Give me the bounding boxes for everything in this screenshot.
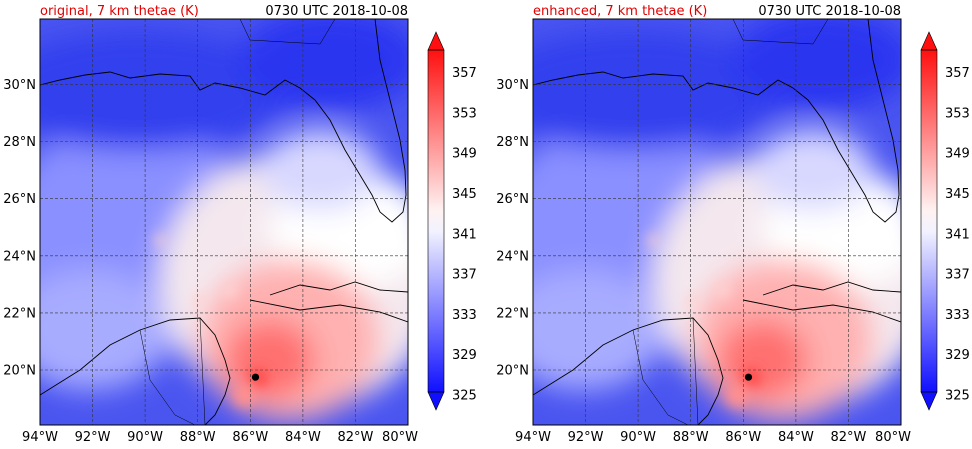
y-axis: 20°N 22°N 24°N 26°N 28°N 30°N <box>3 78 36 379</box>
colorbar-tick-label: 325 <box>452 389 477 404</box>
x-tick-label: 94°W <box>515 430 551 445</box>
colorbar-extend-min <box>920 391 938 411</box>
x-tick-label: 82°W <box>830 430 866 445</box>
y-axis: 20°N 22°N 24°N 26°N 28°N 30°N <box>496 78 529 379</box>
x-tick-label: 92°W <box>75 430 111 445</box>
panel-title-left: enhanced, 7 km thetae (K) <box>533 4 707 19</box>
x-tick-label: 80°W <box>382 430 418 445</box>
x-tick-label: 86°W <box>725 430 761 445</box>
map-panel-enhanced: enhanced, 7 km thetae (K) 0730 UTC 2018-… <box>496 4 970 445</box>
colorbar: 325 329 333 337 341 345 349 353 357 <box>427 31 477 411</box>
map-frame <box>532 18 902 426</box>
colorbar-tick-label: 333 <box>945 308 970 323</box>
colorbar-tick-label: 329 <box>945 348 970 363</box>
map-frame <box>39 18 409 426</box>
x-tick-label: 88°W <box>180 430 216 445</box>
gridlines <box>40 19 408 425</box>
colorbar-extend-max <box>427 31 445 51</box>
colorbar-tick-label: 345 <box>452 187 477 202</box>
y-tick-label: 20°N <box>3 364 36 379</box>
y-tick-label: 28°N <box>496 135 529 150</box>
colorbar-tick-label: 341 <box>945 227 970 242</box>
storm-center-marker <box>251 373 260 381</box>
x-axis: 94°W 92°W 90°W 88°W 86°W 84°W 82°W 80°W <box>515 430 911 445</box>
x-tick-label: 86°W <box>232 430 268 445</box>
thetae-field <box>40 19 408 425</box>
x-axis: 94°W 92°W 90°W 88°W 86°W 84°W 82°W 80°W <box>22 430 418 445</box>
colorbar-tick-label: 325 <box>945 389 970 404</box>
y-tick-label: 30°N <box>496 78 529 93</box>
x-tick-label: 84°W <box>285 430 321 445</box>
x-tick-label: 82°W <box>337 430 373 445</box>
panel-title-right: 0730 UTC 2018-10-08 <box>265 4 408 19</box>
colorbar-tick-label: 357 <box>945 66 970 81</box>
y-tick-label: 26°N <box>496 192 529 207</box>
y-tick-label: 28°N <box>3 135 36 150</box>
x-tick-label: 84°W <box>778 430 814 445</box>
colorbar-extend-min <box>427 391 445 411</box>
thetae-field <box>533 19 901 425</box>
map-panel-original: original, 7 km thetae (K) 0730 UTC 2018-… <box>3 4 477 445</box>
gridlines <box>533 19 901 425</box>
storm-center-marker <box>744 373 753 381</box>
colorbar-fill <box>428 50 444 392</box>
y-tick-label: 24°N <box>496 249 529 264</box>
y-tick-label: 24°N <box>3 249 36 264</box>
panel-title-right: 0730 UTC 2018-10-08 <box>758 4 901 19</box>
colorbar-tick-label: 357 <box>452 66 477 81</box>
coastlines <box>40 19 408 425</box>
x-tick-label: 94°W <box>22 430 58 445</box>
coastlines <box>533 19 901 425</box>
colorbar-tick-label: 333 <box>452 308 477 323</box>
y-tick-label: 26°N <box>3 192 36 207</box>
x-tick-label: 88°W <box>673 430 709 445</box>
x-tick-label: 90°W <box>620 430 656 445</box>
colorbar-tick-label: 353 <box>945 106 970 121</box>
colorbar-tick-label: 345 <box>945 187 970 202</box>
colorbar-extend-max <box>920 31 938 51</box>
y-tick-label: 22°N <box>496 306 529 321</box>
x-tick-label: 90°W <box>127 430 163 445</box>
colorbar-tick-label: 337 <box>945 268 970 283</box>
colorbar-tick-label: 353 <box>452 106 477 121</box>
colorbar-tick-label: 329 <box>452 348 477 363</box>
x-tick-label: 80°W <box>875 430 911 445</box>
panel-title-left: original, 7 km thetae (K) <box>40 4 199 19</box>
colorbar: 325 329 333 337 341 345 349 353 357 <box>920 31 970 411</box>
colorbar-tick-label: 349 <box>945 147 970 162</box>
colorbar-tick-label: 341 <box>452 227 477 242</box>
colorbar-tick-label: 337 <box>452 268 477 283</box>
y-tick-label: 20°N <box>496 364 529 379</box>
colorbar-tick-label: 349 <box>452 147 477 162</box>
y-tick-label: 22°N <box>3 306 36 321</box>
x-tick-label: 92°W <box>568 430 604 445</box>
colorbar-fill <box>921 50 937 392</box>
y-tick-label: 30°N <box>3 78 36 93</box>
